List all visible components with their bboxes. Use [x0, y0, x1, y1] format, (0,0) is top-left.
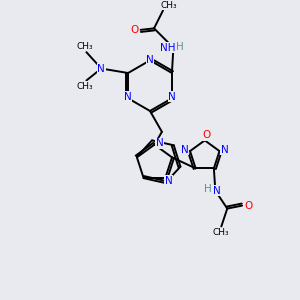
Text: CH₃: CH₃: [76, 82, 93, 91]
Text: N: N: [124, 92, 132, 102]
Text: N: N: [181, 145, 189, 154]
Text: H: H: [204, 184, 212, 194]
Text: NH: NH: [160, 43, 176, 53]
Text: O: O: [202, 130, 210, 140]
Text: N: N: [168, 92, 176, 102]
Text: N: N: [146, 56, 154, 65]
Text: CH₃: CH₃: [160, 1, 177, 10]
Text: N: N: [156, 138, 164, 148]
Text: H: H: [176, 42, 184, 52]
Text: N: N: [165, 176, 173, 186]
Text: N: N: [98, 64, 105, 74]
Text: N: N: [221, 145, 229, 154]
Text: O: O: [244, 201, 253, 211]
Text: CH₃: CH₃: [213, 229, 230, 238]
Text: N: N: [213, 186, 221, 196]
Text: CH₃: CH₃: [76, 42, 93, 51]
Text: O: O: [130, 25, 138, 35]
